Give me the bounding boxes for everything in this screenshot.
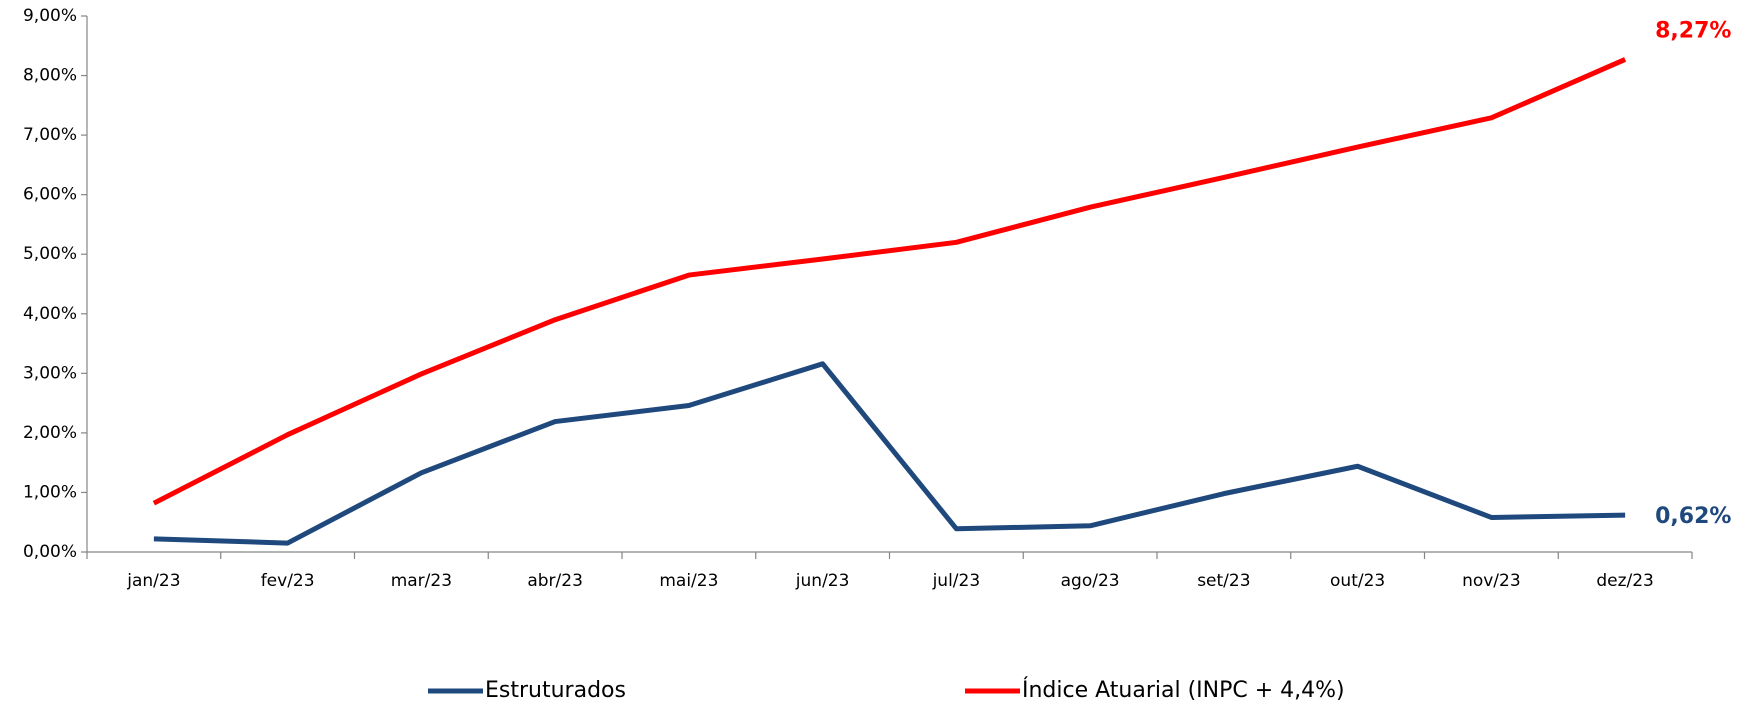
- data-label: 8,27%: [1655, 18, 1731, 43]
- y-tick-label: 5,00%: [23, 244, 77, 264]
- x-tick-label: jun/23: [795, 571, 850, 591]
- x-tick-label: jul/23: [932, 571, 981, 591]
- x-tick-label: dez/23: [1596, 571, 1654, 591]
- x-tick-label: nov/23: [1462, 571, 1521, 591]
- series-line: [152, 57, 1627, 506]
- y-tick-label: 8,00%: [23, 66, 77, 86]
- legend-label: Estruturados: [485, 678, 626, 703]
- legend-label: Índice Atuarial (INPC + 4,4%): [1022, 677, 1345, 703]
- y-tick-label: 0,00%: [23, 542, 77, 562]
- y-tick-label: 2,00%: [23, 423, 77, 443]
- x-tick-label: mai/23: [659, 571, 718, 591]
- x-tick-label: set/23: [1197, 571, 1250, 591]
- x-tick-label: jan/23: [126, 571, 180, 591]
- x-tick-label: mar/23: [391, 571, 452, 591]
- x-tick-label: abr/23: [527, 571, 583, 591]
- y-tick-label: 9,00%: [23, 6, 77, 26]
- x-tick-label: out/23: [1330, 571, 1385, 591]
- data-label: 0,62%: [1655, 504, 1731, 529]
- y-tick-label: 7,00%: [23, 125, 77, 145]
- series-line: [153, 361, 1626, 546]
- y-tick-label: 6,00%: [23, 185, 77, 205]
- y-tick-label: 3,00%: [23, 363, 77, 383]
- x-tick-label: fev/23: [261, 571, 315, 591]
- x-tick-label: ago/23: [1061, 571, 1120, 591]
- y-tick-label: 1,00%: [23, 482, 77, 502]
- y-tick-label: 4,00%: [23, 304, 77, 324]
